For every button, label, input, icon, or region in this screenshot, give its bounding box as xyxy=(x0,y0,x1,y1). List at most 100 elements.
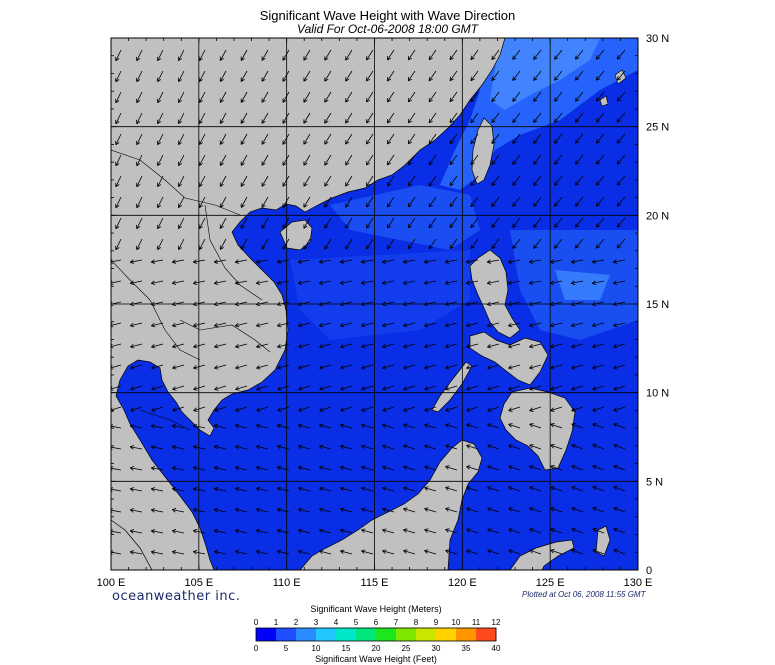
wave-arrow xyxy=(240,49,248,61)
wave-arrow xyxy=(407,175,416,187)
wave-arrow xyxy=(157,112,164,125)
wave-arrow xyxy=(298,301,311,307)
wave-arrow xyxy=(261,91,269,103)
wave-arrow xyxy=(449,154,458,166)
wave-arrow xyxy=(340,528,353,534)
wave-arrow xyxy=(361,301,374,307)
wave-arrow xyxy=(386,196,395,208)
wave-arrow xyxy=(512,91,521,102)
wave-arrow xyxy=(318,280,332,285)
wave-arrow xyxy=(595,238,605,249)
wave-arrow xyxy=(592,485,605,492)
wave-arrow xyxy=(445,343,458,349)
wave-arrow xyxy=(193,322,206,328)
wave-arrow xyxy=(445,322,458,328)
wave-arrow xyxy=(172,406,185,412)
wave-arrow xyxy=(508,423,521,429)
wave-arrow xyxy=(136,217,143,230)
wave-arrow xyxy=(282,112,290,124)
wave-arrow xyxy=(345,133,353,145)
wave-arrow xyxy=(361,444,374,450)
wave-arrow xyxy=(424,465,437,471)
wave-arrow xyxy=(407,112,416,124)
wave-arrow xyxy=(592,464,605,471)
wave-arrow xyxy=(150,259,164,264)
wave-arrow xyxy=(171,445,185,450)
wave-arrow xyxy=(386,238,395,250)
wave-arrow xyxy=(386,70,395,82)
wave-arrow xyxy=(470,112,479,124)
wave-arrow xyxy=(366,154,374,166)
wave-arrow xyxy=(129,487,143,492)
wave-arrow xyxy=(512,70,521,81)
wave-arrow xyxy=(192,528,206,534)
wave-arrow xyxy=(214,528,227,534)
wave-arrow xyxy=(466,385,479,391)
wave-arrow xyxy=(595,70,605,81)
wave-arrow xyxy=(136,196,143,209)
wave-arrow xyxy=(157,154,164,167)
wave-arrow xyxy=(240,70,248,82)
wave-arrow xyxy=(261,49,269,61)
wave-arrow xyxy=(575,196,584,207)
land-halmahera xyxy=(595,525,611,557)
wave-arrow xyxy=(424,406,437,412)
wave-arrow xyxy=(386,49,395,61)
wave-arrow xyxy=(214,423,227,429)
wave-arrow xyxy=(115,154,122,167)
wave-arrow xyxy=(403,423,416,429)
wave-arrow xyxy=(136,175,143,188)
colorbar-meter-tick: 4 xyxy=(334,618,339,627)
wave-arrow xyxy=(554,91,563,102)
wave-arrow xyxy=(487,322,500,328)
wave-arrow xyxy=(277,507,290,513)
wave-arrow xyxy=(466,364,479,370)
wave-arrow xyxy=(508,364,521,370)
wave-arrow xyxy=(403,528,416,534)
wave-arrow xyxy=(235,343,248,349)
wave-arrow xyxy=(575,175,584,186)
wave-arrow xyxy=(466,528,479,534)
wave-arrow xyxy=(361,465,374,471)
wave-arrow xyxy=(470,217,479,229)
wave-arrow xyxy=(340,444,353,450)
wave-arrow xyxy=(240,217,248,229)
wave-arrow xyxy=(240,196,248,208)
wave-arrow xyxy=(366,238,374,250)
wave-arrow xyxy=(595,175,605,186)
wave-arrow xyxy=(449,217,458,229)
latitude-label: 0 xyxy=(646,565,652,577)
wave-arrow xyxy=(592,385,605,391)
wave-arrow xyxy=(276,259,290,264)
wave-arrow xyxy=(115,238,122,251)
wave-arrow xyxy=(151,364,164,370)
wave-arrow xyxy=(616,217,626,228)
wave-arrow xyxy=(449,91,458,103)
wave-arrow xyxy=(213,259,227,264)
wave-arrow xyxy=(319,385,332,391)
wave-arrow xyxy=(193,385,206,391)
wave-arrow xyxy=(192,549,206,555)
colorbar-feet-tick: 0 xyxy=(254,644,259,653)
wave-zone-central xyxy=(290,250,470,340)
longitude-label: 105 E xyxy=(184,577,213,589)
wave-arrow xyxy=(198,217,206,229)
wave-arrow xyxy=(282,133,290,145)
wave-arrow xyxy=(529,549,542,555)
wave-arrow xyxy=(192,423,206,429)
wave-arrow xyxy=(319,423,332,429)
wave-arrow xyxy=(340,423,353,429)
wave-arrow xyxy=(235,322,248,328)
wave-arrow xyxy=(486,280,500,285)
wave-arrow xyxy=(178,217,185,230)
wave-arrow xyxy=(256,507,269,513)
wave-arrow xyxy=(550,301,563,307)
wave-arrow xyxy=(115,217,122,230)
wave-arrow xyxy=(382,465,395,471)
wave-arrow xyxy=(466,301,479,307)
wave-arrow xyxy=(533,175,542,186)
wave-arrow xyxy=(198,70,206,82)
wave-arrow xyxy=(592,422,605,429)
wave-arrow xyxy=(533,49,542,60)
colorbar-swatch xyxy=(436,628,457,641)
